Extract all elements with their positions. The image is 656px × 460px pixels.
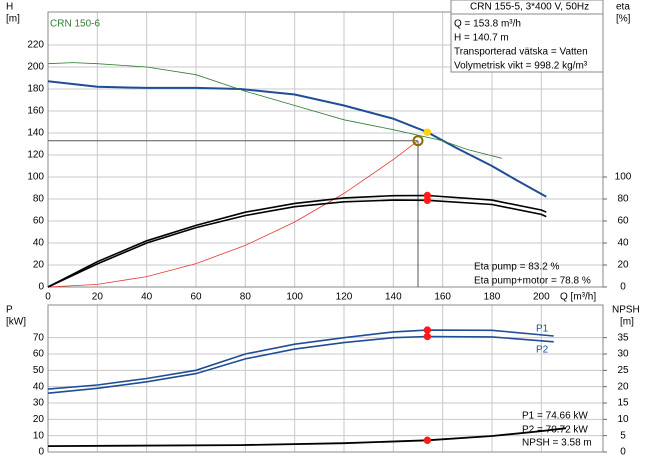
y-label: P	[6, 305, 13, 316]
curve	[47, 80, 547, 198]
y-tick-label: 140	[27, 128, 44, 139]
info-text: H = 140.7 m	[454, 33, 509, 44]
series-label: CRN 150-6	[50, 19, 100, 30]
y-tick-label: 80	[33, 194, 45, 205]
operating-point	[423, 332, 432, 341]
note-text: Eta pump+motor = 78.8 %	[474, 276, 591, 287]
y2-label: eta	[616, 2, 630, 13]
x-tick-label: 80	[240, 292, 252, 303]
y-tick-label: 120	[27, 150, 44, 161]
curve	[47, 329, 554, 390]
x-tick-label: 140	[385, 292, 402, 303]
y-label: H	[6, 2, 13, 13]
y2-tick-label: 80	[617, 194, 629, 205]
curve	[47, 199, 547, 288]
y2-tick-label: 5	[620, 430, 626, 441]
y2-label: NPSH	[612, 305, 640, 316]
x-tick-label: 100	[286, 292, 303, 303]
y-tick-label: 180	[27, 84, 44, 95]
curve	[47, 335, 554, 394]
note-text: Eta pump = 83.2 %	[474, 262, 559, 273]
y-tick-label: 40	[33, 381, 45, 392]
y2-tick-label: 40	[617, 238, 629, 249]
y-tick-label: 20	[33, 414, 45, 425]
note-text: NPSH = 3.58 m	[522, 438, 592, 449]
y-tick-label: 60	[33, 216, 45, 227]
y2-tick-label: 0	[620, 282, 626, 293]
y2-tick-label: 15	[617, 398, 629, 409]
y2-unit: [m]	[620, 317, 634, 328]
y-tick-label: 200	[27, 62, 44, 73]
y-unit: [kW]	[6, 317, 26, 328]
plot-frame	[47, 304, 604, 453]
note-text: P1 = 74.66 kW	[522, 411, 588, 422]
y-tick-label: 0	[38, 282, 44, 293]
curve	[47, 140, 419, 288]
operating-point	[423, 326, 432, 334]
y-tick-label: 40	[33, 238, 45, 249]
info-text: Volymetrisk vikt = 998.2 kg/m³	[454, 61, 588, 72]
y-tick-label: 220	[27, 40, 44, 51]
y2-tick-label: 0	[620, 447, 626, 458]
operating-point	[423, 128, 432, 136]
y2-unit: [%]	[616, 14, 631, 25]
info-text: Transporterad vätska = Vatten	[454, 47, 588, 58]
operating-point	[423, 196, 432, 205]
note-text: P2 = 70.72 kW	[522, 425, 588, 436]
operating-point	[412, 135, 424, 147]
plot-frame	[47, 11, 604, 288]
y2-tick-label: 35	[617, 332, 629, 343]
x-tick-label: 0	[45, 292, 51, 303]
y2-tick-label: 60	[617, 216, 629, 227]
curve	[47, 194, 547, 288]
y2-tick-label: 20	[617, 381, 629, 392]
series-label: P1	[536, 324, 549, 335]
curve	[47, 62, 502, 159]
x-axis-label: Q [m³/h]	[560, 292, 596, 303]
y-tick-label: 10	[33, 430, 45, 441]
x-tick-label: 180	[484, 292, 501, 303]
info-text: CRN 155-5, 3*400 V, 50Hz	[470, 2, 589, 13]
y2-tick-label: 100	[615, 172, 632, 183]
x-tick-label: 120	[336, 292, 353, 303]
y2-tick-label: 20	[617, 260, 629, 271]
operating-point	[423, 436, 432, 445]
x-tick-label: 200	[533, 292, 550, 303]
x-tick-label: 60	[190, 292, 202, 303]
y-tick-label: 60	[33, 349, 45, 360]
y-unit: [m]	[6, 14, 20, 25]
x-tick-label: 160	[434, 292, 451, 303]
y-tick-label: 70	[33, 332, 45, 343]
x-tick-label: 40	[141, 292, 153, 303]
series-label: P2	[536, 345, 549, 356]
y-tick-label: 100	[27, 172, 44, 183]
info-text: Q = 153.8 m³/h	[454, 19, 521, 30]
x-tick-label: 20	[92, 292, 104, 303]
curve	[47, 427, 567, 447]
y2-tick-label: 10	[617, 414, 629, 425]
y-tick-label: 20	[33, 260, 45, 271]
info-box	[450, 0, 604, 73]
y-tick-label: 0	[38, 447, 44, 458]
y2-tick-label: 25	[617, 365, 629, 376]
y-tick-label: 160	[27, 106, 44, 117]
y2-tick-label: 30	[617, 349, 629, 360]
y-tick-label: 50	[33, 365, 45, 376]
y-tick-label: 30	[33, 398, 45, 409]
